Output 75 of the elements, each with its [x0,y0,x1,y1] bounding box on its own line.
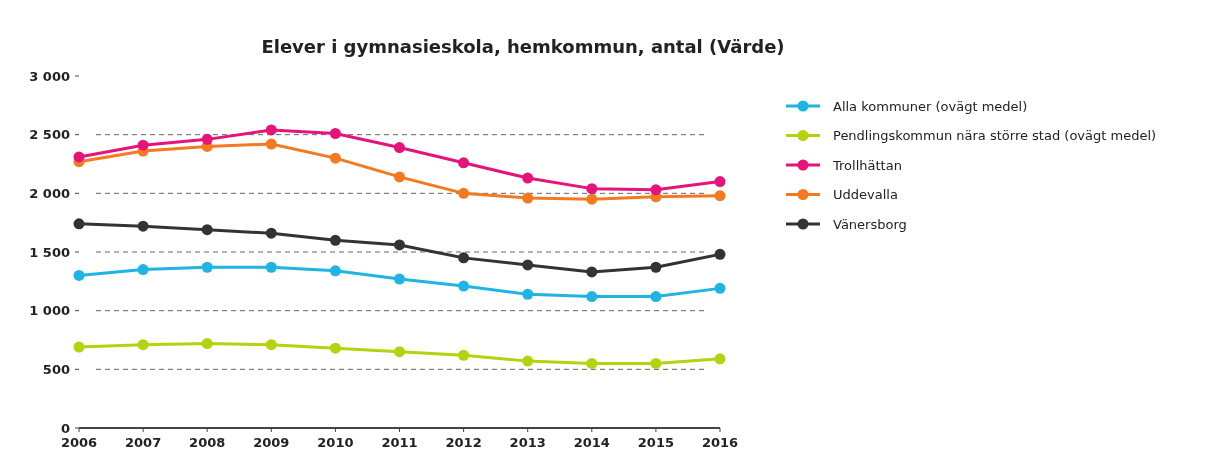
x-tick-label: 2016 [701,435,739,450]
legend-label: Pendlingskommun nära större stad (ovägt medel) [833,128,1157,144]
point [458,280,470,292]
point [522,192,534,204]
point [394,239,405,251]
point [394,171,405,183]
chart-title: Elever i gymnasieskola, hemkommun, antal (Värde) [261,36,785,57]
y-tick-label: 0 [60,420,70,436]
point [137,220,149,232]
point [73,341,85,353]
legend-label: Trollhättan [832,157,902,173]
point [586,193,598,205]
y-tick-label: 2 000 [29,185,70,201]
y-tick-label: 1 000 [29,303,70,319]
point [329,152,341,164]
x-tick-label: 2013 [509,435,546,450]
x-tick-label: 2008 [189,435,226,450]
point [329,265,341,277]
point [394,346,405,358]
point [650,261,662,273]
x-tick-label: 2014 [573,435,610,450]
point [650,184,662,196]
x-tick-label: 2010 [317,435,354,450]
point [714,190,726,202]
point [265,138,277,150]
point [522,259,534,271]
point [329,234,341,246]
point [586,183,598,195]
point [73,269,85,281]
point [137,139,149,151]
y-tick-label: 2 500 [29,127,70,143]
point [73,151,85,163]
point [650,291,662,303]
y-tick-label: 500 [42,361,70,377]
point [265,339,277,351]
x-tick-label: 2015 [637,435,674,450]
point [394,142,405,154]
point [522,355,534,367]
point [201,133,213,145]
point [522,288,534,300]
point [201,261,213,273]
point [73,218,85,230]
point [329,342,341,354]
point [458,252,470,264]
point [586,291,598,303]
point [201,224,213,236]
x-tick-label: 2012 [445,435,482,450]
point [586,266,598,278]
x-tick-label: 2011 [381,435,418,450]
point [714,353,726,365]
point [458,349,470,361]
x-tick-label: 2009 [253,435,290,450]
point [714,248,726,260]
point [650,357,662,369]
x-tick-label: 2007 [125,435,162,450]
point [265,124,277,136]
point [137,264,149,276]
legend-label: Uddevalla [833,187,898,203]
point [522,172,534,184]
legend-label: Vänersborg [833,216,907,232]
point [265,261,277,273]
point [458,157,470,169]
point [137,339,149,351]
point [265,227,277,239]
point [714,282,726,294]
point [201,338,213,350]
x-tick-label: 2006 [60,435,98,450]
point [394,273,405,285]
legend-label: Alla kommuner (ovägt medel) [833,98,1028,114]
point [458,187,470,199]
y-tick-label: 1 500 [29,244,70,260]
point [714,176,726,188]
point [586,357,598,369]
y-tick-label: 3 000 [29,68,70,84]
point [329,127,341,139]
